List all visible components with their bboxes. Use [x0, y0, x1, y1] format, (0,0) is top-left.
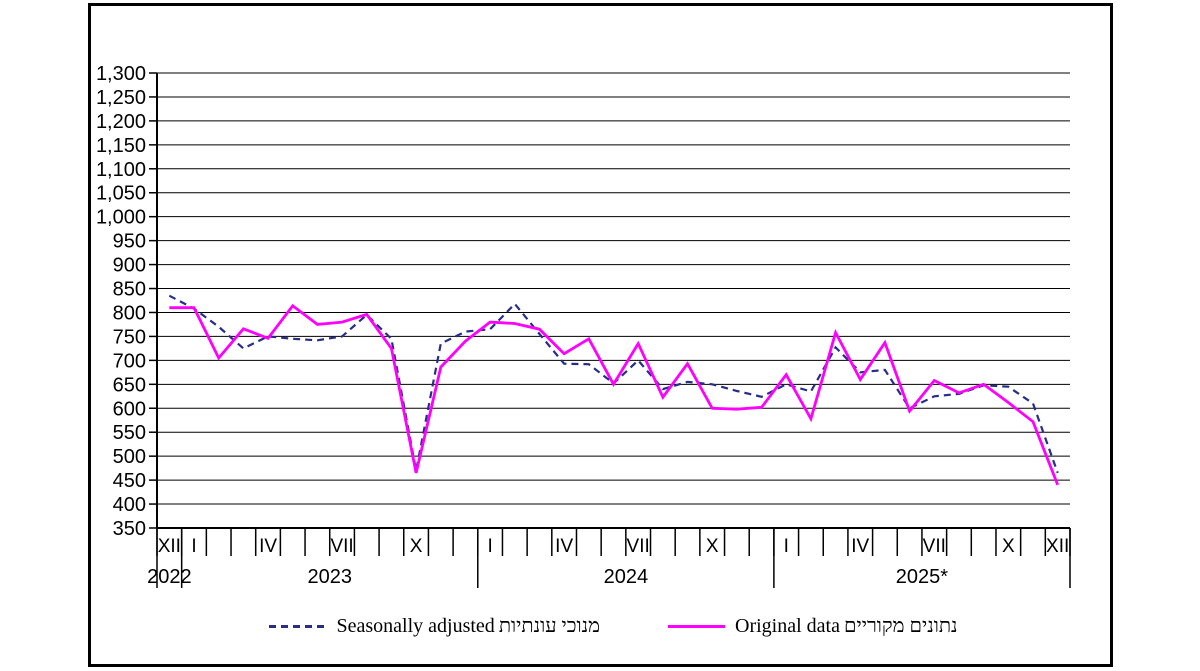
- year-label: 2022: [147, 566, 192, 588]
- y-axis-label: 1,050: [96, 183, 146, 205]
- y-axis-label: 700: [113, 350, 146, 372]
- x-axis-month-label: VII: [923, 536, 946, 557]
- x-axis-month-label: X: [706, 536, 719, 557]
- y-axis-label: 650: [113, 374, 146, 396]
- y-axis-label: 900: [113, 255, 146, 277]
- series-line-original-data: [169, 303, 1060, 486]
- x-axis-month-label: IV: [555, 536, 573, 557]
- y-axis-label: 600: [113, 398, 146, 420]
- y-axis-label: 400: [113, 494, 146, 516]
- x-axis-month-label: X: [1002, 536, 1015, 557]
- year-label: 2023: [307, 566, 352, 588]
- legend-item-seasonally-adjusted: Seasonally adjusted מנוכי עונתיות: [269, 615, 600, 638]
- y-axis-label: 1,250: [96, 87, 146, 109]
- legend: Seasonally adjusted מנוכי עונתיות Origin…: [157, 615, 1070, 638]
- y-axis-label: 1,100: [96, 159, 146, 181]
- x-axis-month-label: VII: [627, 536, 650, 557]
- x-axis-month-label: VII: [330, 536, 353, 557]
- x-axis-month-label: I: [487, 536, 492, 557]
- x-axis-month-label: I: [191, 536, 196, 557]
- x-axis-month-label: I: [784, 536, 789, 557]
- y-axis-label: 1,300: [96, 63, 146, 85]
- legend-item-original-data: Original data נתונים מקוריים: [668, 615, 958, 638]
- y-axis-label: 350: [113, 518, 146, 540]
- y-axis-label: 1,000: [96, 207, 146, 229]
- y-axis-label: 1,150: [96, 135, 146, 157]
- x-axis-month-label: X: [410, 536, 423, 557]
- original-data-line-sample: [668, 625, 726, 628]
- y-axis-label: 850: [113, 279, 146, 301]
- x-axis-month-label: XII: [158, 536, 181, 557]
- legend-label-original-data: Original data נתונים מקוריים: [735, 615, 958, 637]
- y-axis-label: 1,200: [96, 111, 146, 133]
- year-label: 2024: [604, 566, 649, 588]
- y-axis-label: 800: [113, 302, 146, 324]
- y-axis-label: 550: [113, 422, 146, 444]
- seasonally-adjusted-line-sample: [269, 625, 327, 628]
- legend-label-seasonally-adjusted: Seasonally adjusted מנוכי עונתיות: [336, 615, 601, 637]
- y-axis-label: 950: [113, 231, 146, 253]
- x-axis-month-label: XII: [1046, 536, 1069, 557]
- x-axis-month-label: IV: [259, 536, 277, 557]
- chart-frame: [88, 3, 1113, 667]
- y-axis-label: 500: [113, 446, 146, 468]
- x-axis-month-label: IV: [851, 536, 869, 557]
- y-axis-label: 450: [113, 470, 146, 492]
- year-label: 2025*: [896, 566, 948, 588]
- y-axis-label: 750: [113, 326, 146, 348]
